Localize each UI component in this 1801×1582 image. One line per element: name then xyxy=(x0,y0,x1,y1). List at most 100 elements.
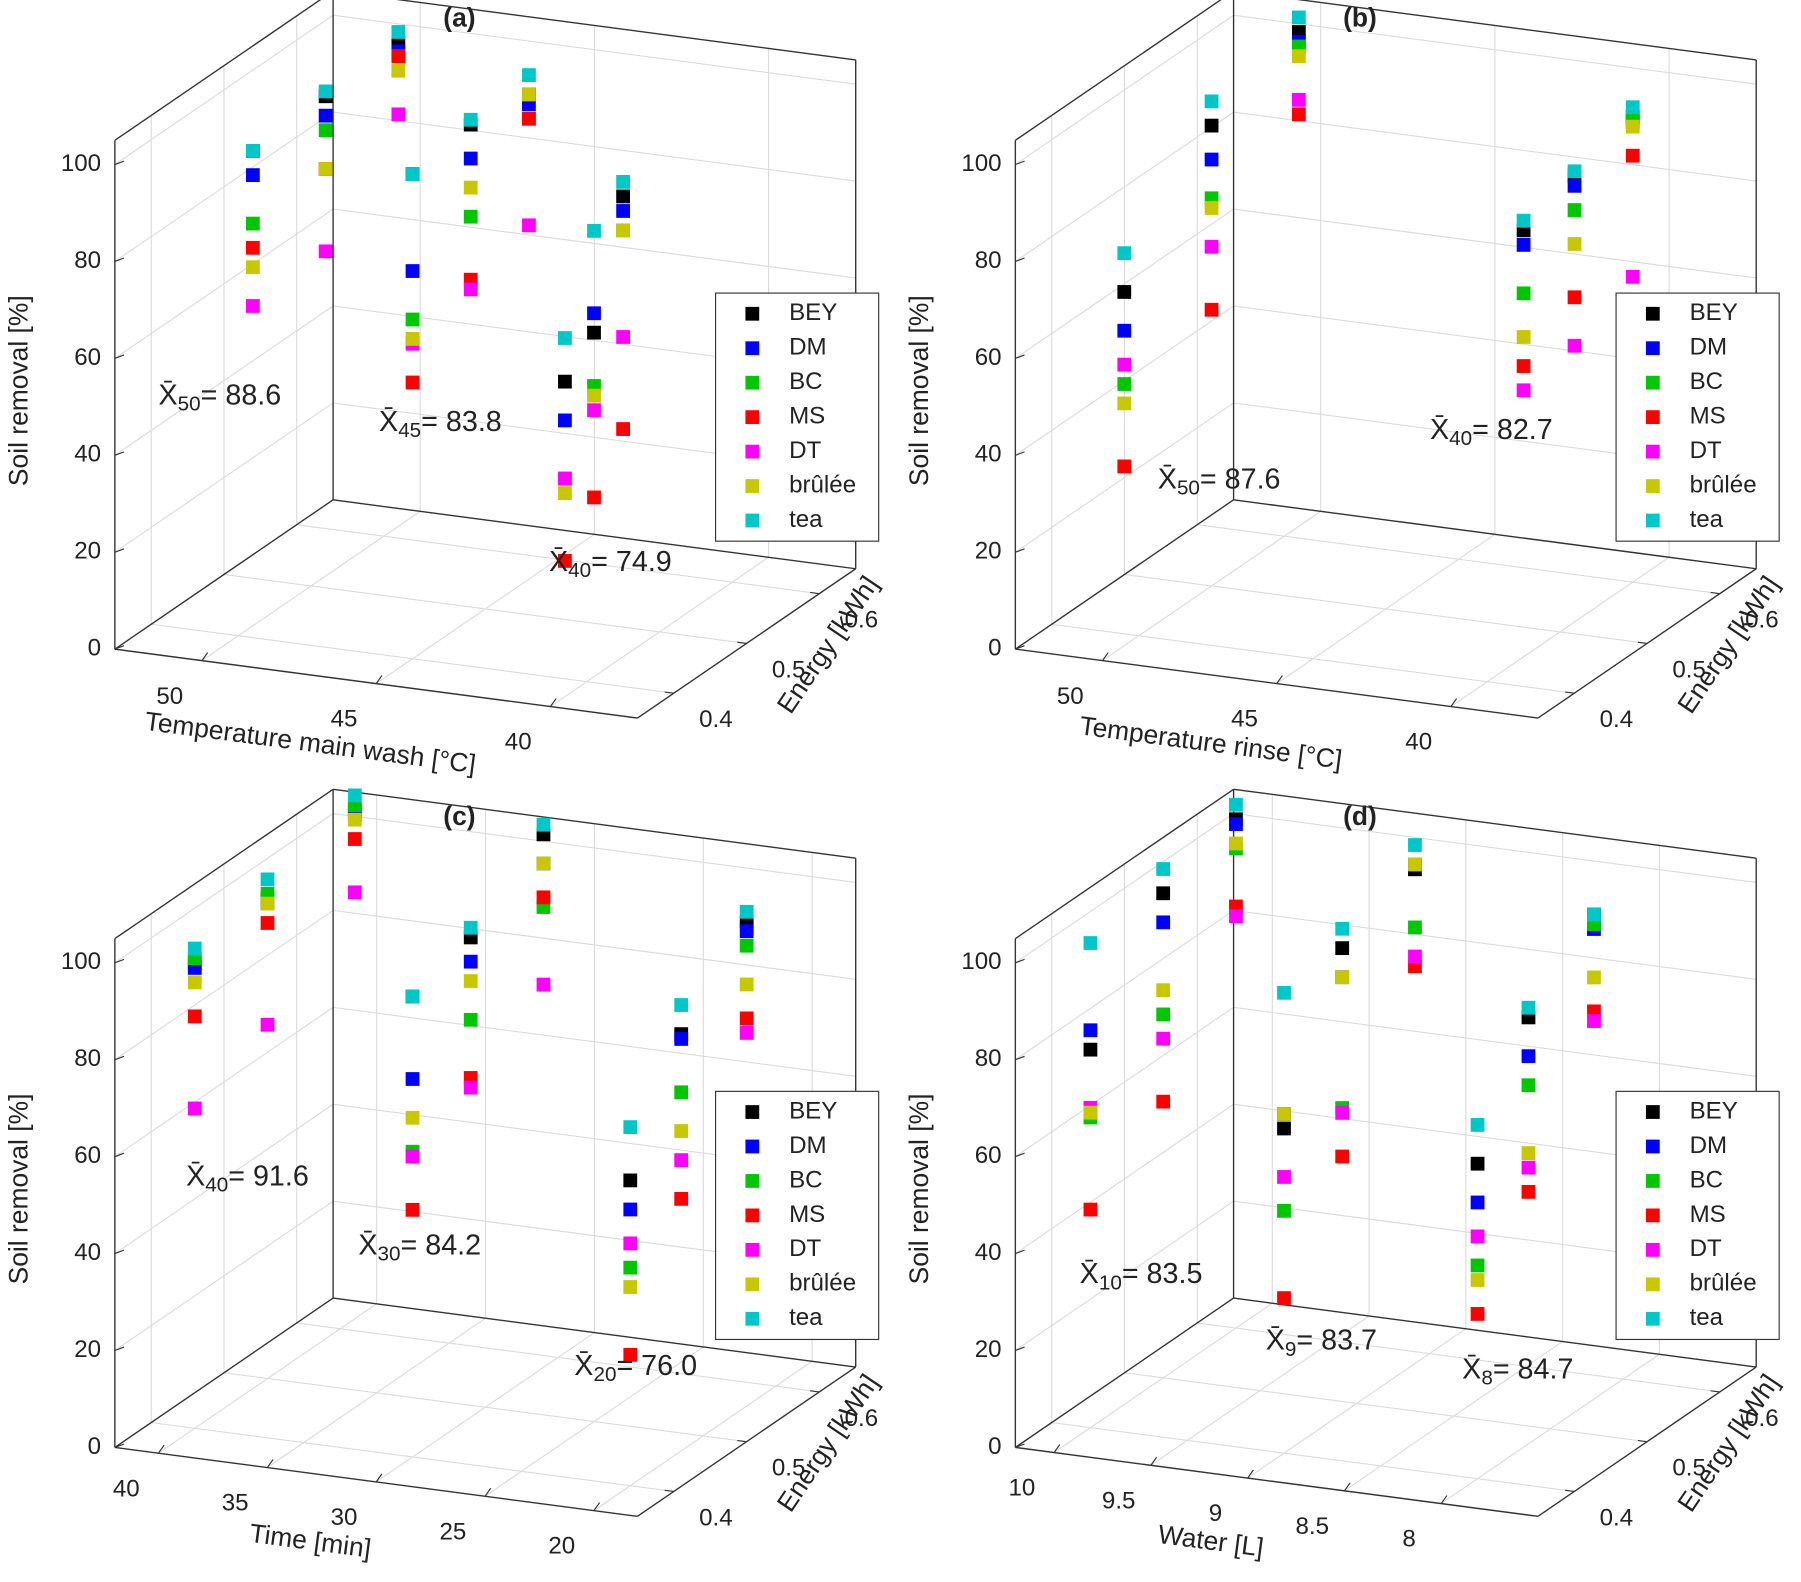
annotation-text: = 83.7 xyxy=(1296,1324,1377,1356)
data-point xyxy=(1277,1291,1291,1305)
data-point xyxy=(1156,1094,1171,1109)
data-point xyxy=(1156,1007,1171,1022)
x-tick-label: 40 xyxy=(1405,729,1432,756)
legend-label: DM xyxy=(1690,1132,1728,1159)
axis-edge xyxy=(1015,1446,1539,1518)
annotation-text: = 76.0 xyxy=(616,1350,697,1382)
z-tick-label: 0.5 xyxy=(772,656,806,683)
y-tick xyxy=(114,160,125,166)
data-point xyxy=(391,63,406,78)
legend-marker xyxy=(745,479,760,493)
legend-label: MS xyxy=(789,403,825,430)
z-tick xyxy=(1637,641,1648,644)
annotation: X̄8= 84.7 xyxy=(1462,1353,1573,1390)
axis-edge xyxy=(1014,499,1234,650)
data-point xyxy=(347,885,362,900)
data-point xyxy=(616,175,631,189)
x-tick xyxy=(375,675,383,684)
grid-line xyxy=(114,111,856,262)
data-point xyxy=(587,325,601,340)
z-tick-label: 0.5 xyxy=(1672,1455,1706,1482)
legend-marker xyxy=(745,1311,760,1326)
x-tick-label: 8.5 xyxy=(1295,1513,1329,1540)
annotation-text: = 83.5 xyxy=(1122,1258,1203,1290)
data-point xyxy=(1117,377,1132,391)
grid-line xyxy=(1015,14,1757,166)
axis-edge xyxy=(1014,1297,1234,1448)
y-tick-label: 60 xyxy=(74,1142,101,1169)
y-tick xyxy=(114,645,125,650)
annotation-symbol: X̄ xyxy=(1462,1353,1481,1385)
legend: BEY DM BC MS DT brûlée tea xyxy=(1615,1090,1780,1341)
data-point xyxy=(463,112,478,127)
x-tick-label: 20 xyxy=(548,1533,575,1560)
data-point xyxy=(318,108,333,123)
panel-title: (d) xyxy=(1343,801,1377,831)
legend-label: BC xyxy=(789,368,823,395)
x-axis-label: Water [L] xyxy=(1156,1519,1265,1563)
data-point xyxy=(1470,1229,1485,1244)
data-point xyxy=(245,240,260,255)
data-point xyxy=(1229,817,1243,832)
legend-label: DT xyxy=(1690,1235,1722,1262)
z-tick xyxy=(1565,1489,1575,1493)
x-tick-label: 9.5 xyxy=(1102,1487,1136,1514)
data-point xyxy=(187,1101,202,1116)
grid-line xyxy=(1150,807,1370,1466)
grid-line xyxy=(114,14,856,166)
data-point xyxy=(623,1260,638,1275)
y-tick xyxy=(114,1249,125,1255)
grid-line xyxy=(1276,25,1496,685)
data-point xyxy=(1277,1203,1291,1218)
data-point xyxy=(536,856,551,871)
z-tick-label: 0.4 xyxy=(699,1504,733,1531)
legend: BEY DM BC MS DT brûlée tea xyxy=(715,292,880,542)
data-point xyxy=(623,1236,638,1251)
annotation-subscript: 50 xyxy=(1177,477,1200,500)
annotation-text: = 91.6 xyxy=(228,1160,309,1192)
z-tick-label: 0.6 xyxy=(1745,607,1779,634)
data-point xyxy=(405,331,420,346)
data-point xyxy=(1156,886,1171,901)
legend-marker xyxy=(1645,1174,1660,1188)
data-point xyxy=(405,1072,420,1086)
z-tick xyxy=(1565,691,1575,694)
y-tick xyxy=(1015,1346,1025,1352)
z-tick xyxy=(737,1439,747,1443)
legend-label: BEY xyxy=(1690,299,1738,326)
data-point xyxy=(674,1124,689,1138)
legend-marker xyxy=(745,1242,760,1257)
data-point xyxy=(587,403,601,418)
legend-label: brûlée xyxy=(789,471,856,498)
z-axis-label: Energy [kWh] xyxy=(771,570,885,718)
legend-label: DM xyxy=(789,334,827,361)
legend-marker xyxy=(1645,1311,1660,1326)
axis-edge xyxy=(396,0,856,61)
annotation: X̄40= 82.7 xyxy=(1430,413,1553,450)
data-point xyxy=(347,832,362,846)
legend-label: DT xyxy=(1690,437,1722,464)
annotation-subscript: 9 xyxy=(1285,1338,1296,1361)
y-tick-label: 100 xyxy=(61,150,101,177)
data-point xyxy=(1408,838,1422,852)
legend-label: MS xyxy=(1690,403,1726,430)
data-point xyxy=(1204,118,1219,133)
legend-label: tea xyxy=(1690,1304,1724,1331)
data-point xyxy=(558,554,572,568)
axis-edge xyxy=(1014,788,1234,940)
data-point xyxy=(1625,100,1640,115)
axis-edge xyxy=(114,0,322,141)
data-point xyxy=(587,388,601,403)
z-tick xyxy=(1637,1439,1648,1443)
annotation-symbol: X̄ xyxy=(574,1350,593,1382)
data-point xyxy=(1117,357,1132,372)
data-point xyxy=(1521,1049,1536,1064)
data-point xyxy=(616,189,631,204)
legend-label: tea xyxy=(789,1304,823,1331)
data-point xyxy=(245,143,260,158)
legend-marker xyxy=(745,1208,760,1223)
data-point xyxy=(1083,1042,1098,1057)
data-point xyxy=(405,1202,420,1217)
axis-edge xyxy=(333,499,856,570)
z-tick xyxy=(1710,1390,1720,1393)
